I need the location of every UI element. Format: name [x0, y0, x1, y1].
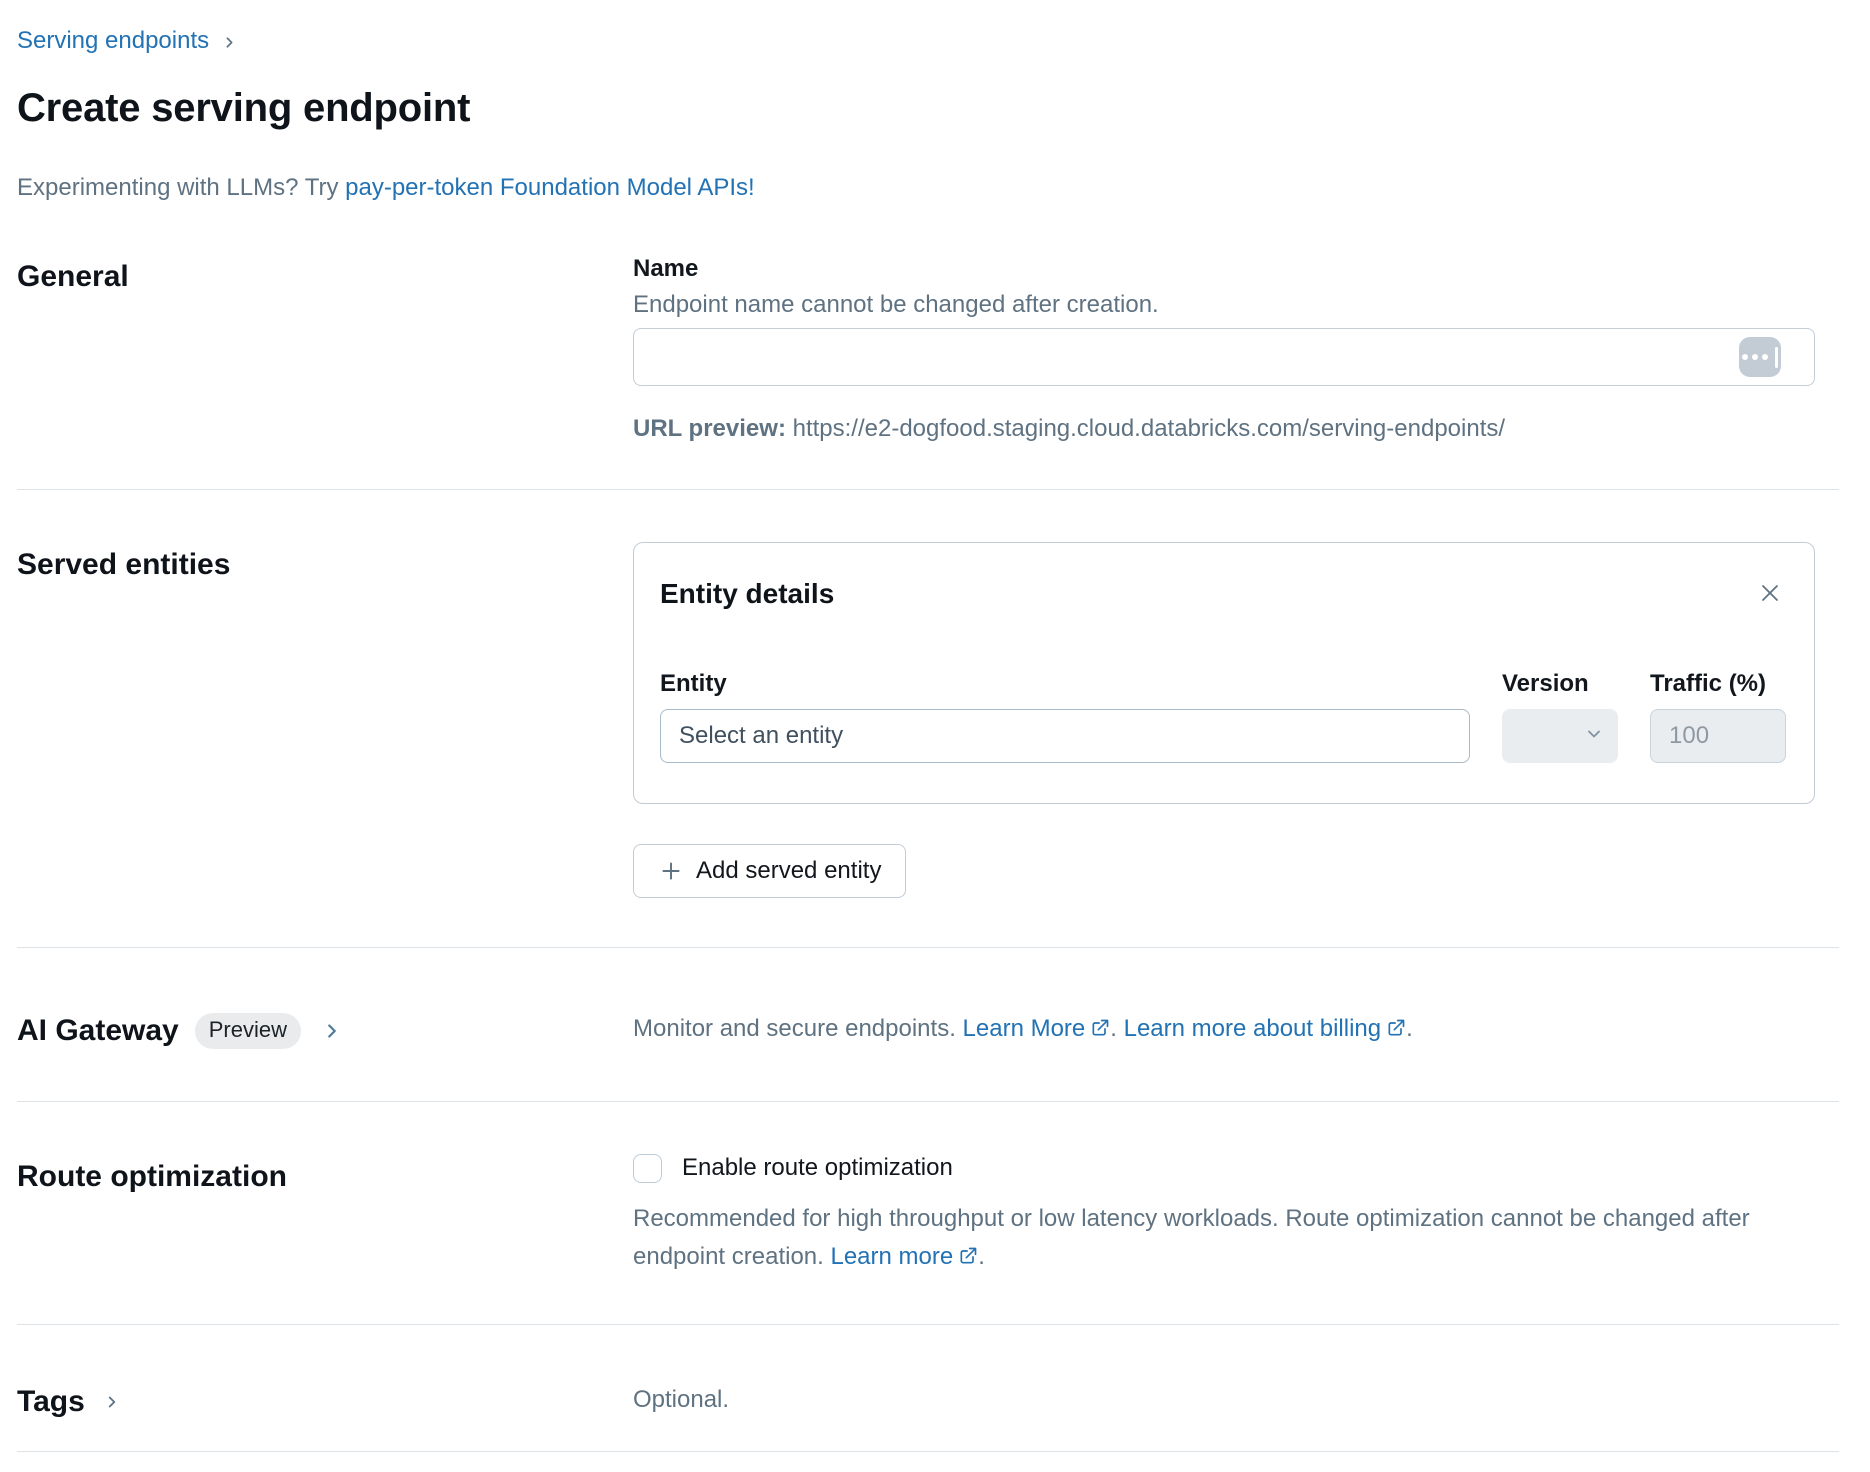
tags-heading: Tags: [17, 1385, 85, 1418]
external-link-icon: [1090, 1015, 1110, 1047]
served-entities-heading: Served entities: [17, 548, 231, 581]
version-label: Version: [1502, 670, 1589, 697]
plus-icon: [658, 858, 684, 884]
url-preview-label: URL preview:: [633, 415, 786, 442]
learn-more-billing-link[interactable]: Learn more about billing: [1124, 1015, 1407, 1042]
name-label: Name: [633, 255, 699, 282]
entity-label: Entity: [660, 670, 727, 697]
ai-gateway-expander[interactable]: AI Gateway Preview: [17, 1012, 633, 1050]
learn-more-link[interactable]: Learn More: [963, 1015, 1111, 1042]
text-cursor-icon[interactable]: [1739, 337, 1781, 377]
general-section: General Name Endpoint name cannot be cha…: [17, 204, 1839, 490]
add-served-entity-button[interactable]: Add served entity: [633, 844, 907, 898]
enable-route-optimization-row[interactable]: Enable route optimization: [633, 1152, 1839, 1184]
chevron-right-icon[interactable]: [321, 1020, 343, 1042]
traffic-input[interactable]: [1650, 709, 1786, 763]
ai-gateway-section: AI Gateway Preview Monitor and secure en…: [17, 948, 1839, 1102]
subtitle-text: Experimenting with LLMs? Try: [17, 174, 346, 201]
breadcrumb: Serving endpoints: [17, 26, 1839, 56]
version-select[interactable]: [1502, 709, 1618, 763]
external-link-icon: [1386, 1015, 1406, 1047]
route-optimization-section: Route optimization Enable route optimiza…: [17, 1102, 1839, 1325]
entity-details-title: Entity details: [660, 578, 835, 609]
add-served-entity-label: Add served entity: [696, 857, 882, 884]
learn-more-link[interactable]: Learn more: [830, 1243, 978, 1270]
served-entities-section: Served entities Entity details Entity Ve…: [17, 490, 1839, 948]
breadcrumb-link-serving-endpoints[interactable]: Serving endpoints: [17, 27, 210, 54]
entity-select-input[interactable]: [660, 709, 1470, 763]
route-optimization-checkbox[interactable]: [633, 1153, 662, 1183]
entity-details-card: Entity details Entity Version Traffic (%…: [633, 542, 1815, 804]
chevron-down-icon: [1584, 724, 1604, 749]
chevron-right-icon[interactable]: [103, 1393, 121, 1411]
url-preview: URL preview: https://e2-dogfood.staging.…: [633, 414, 1839, 444]
ai-gateway-description: Monitor and secure endpoints. Learn More…: [633, 1013, 1839, 1047]
subtitle: Experimenting with LLMs? Try pay-per-tok…: [17, 172, 1839, 204]
foundation-model-apis-link[interactable]: pay-per-token Foundation Model APIs!: [345, 174, 755, 201]
external-link-icon: [958, 1240, 978, 1278]
tags-optional-text: Optional.: [633, 1386, 730, 1413]
route-optimization-heading: Route optimization: [17, 1160, 287, 1193]
preview-badge: Preview: [194, 1013, 301, 1049]
page-title: Create serving endpoint: [17, 86, 471, 130]
general-heading: General: [17, 260, 129, 293]
name-input-wrap: [633, 328, 1815, 386]
route-optimization-description: Recommended for high throughput or low l…: [633, 1200, 1839, 1278]
traffic-label: Traffic (%): [1650, 670, 1767, 697]
tags-expander[interactable]: Tags: [17, 1383, 633, 1421]
close-icon[interactable]: [1754, 577, 1786, 609]
route-optimization-checkbox-label: Enable route optimization: [682, 1154, 953, 1181]
url-preview-value: https://e2-dogfood.staging.cloud.databri…: [785, 415, 1506, 442]
endpoint-name-input[interactable]: [633, 328, 1815, 386]
tags-section: Tags Optional.: [17, 1325, 1839, 1452]
name-help-text: Endpoint name cannot be changed after cr…: [633, 291, 1159, 318]
ai-gateway-heading: AI Gateway: [17, 1014, 179, 1047]
chevron-right-icon: [221, 34, 238, 51]
